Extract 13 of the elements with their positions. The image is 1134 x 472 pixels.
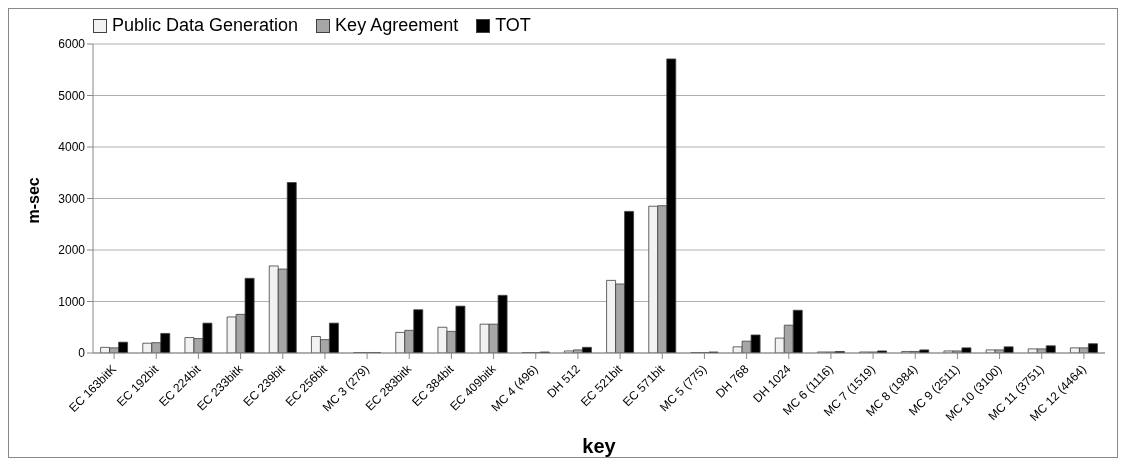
x-tick-label: DH 768 — [712, 361, 752, 401]
y-tick-label: 3000 — [58, 191, 86, 206]
y-axis-title: m-sec — [24, 177, 42, 224]
x-axis-title: key — [582, 435, 617, 457]
y-tick-label: 4000 — [58, 140, 86, 155]
y-tick-label: 5000 — [58, 88, 86, 103]
y-tick-label: 6000 — [58, 37, 86, 52]
y-tick-label: 0 — [78, 346, 86, 361]
y-tick-label: 2000 — [58, 243, 86, 258]
y-tick-label: 1000 — [58, 294, 86, 309]
legend-label: Key Agreement — [335, 15, 459, 36]
legend-label: Public Data Generation — [112, 15, 299, 36]
legend-label: TOT — [495, 15, 531, 36]
